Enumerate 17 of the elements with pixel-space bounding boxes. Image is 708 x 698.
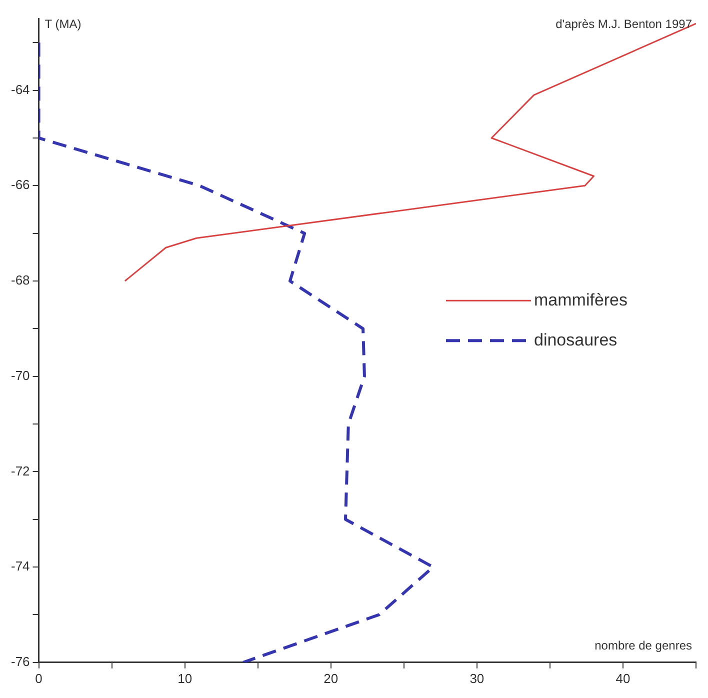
y-tick-label: -64 <box>10 82 30 97</box>
legend-label: mammifères <box>534 290 628 310</box>
y-tick-label: -68 <box>10 272 30 288</box>
x-tick-label: 10 <box>178 670 192 686</box>
x-tick-label: 20 <box>324 670 338 686</box>
y-tick-label: -72 <box>10 463 30 478</box>
x-tick-label: 0 <box>35 670 42 686</box>
x-axis-title: nombre de genres <box>594 638 692 653</box>
y-axis-title: T (MA) <box>44 17 82 32</box>
x-tick-label: 30 <box>470 670 484 686</box>
legend-label: dinosaures <box>534 330 618 350</box>
annotation: d'après M.J. Benton 1997 <box>556 17 692 32</box>
y-tick-label: -70 <box>10 368 30 383</box>
y-tick-label: -76 <box>10 654 30 669</box>
x-tick-label: 40 <box>616 670 630 686</box>
y-tick-label: -74 <box>10 558 30 574</box>
y-tick-label: -66 <box>10 177 30 192</box>
